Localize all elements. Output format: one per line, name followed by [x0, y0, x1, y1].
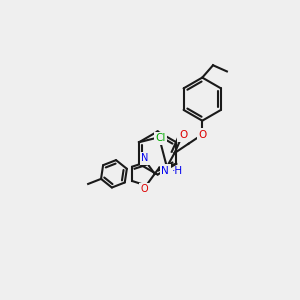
- Text: O: O: [179, 130, 187, 140]
- Text: N: N: [161, 166, 169, 176]
- Text: O: O: [198, 130, 206, 140]
- Text: Cl: Cl: [155, 134, 166, 143]
- Text: O: O: [141, 184, 148, 194]
- Text: N: N: [141, 153, 148, 163]
- Text: ·H: ·H: [172, 166, 183, 176]
